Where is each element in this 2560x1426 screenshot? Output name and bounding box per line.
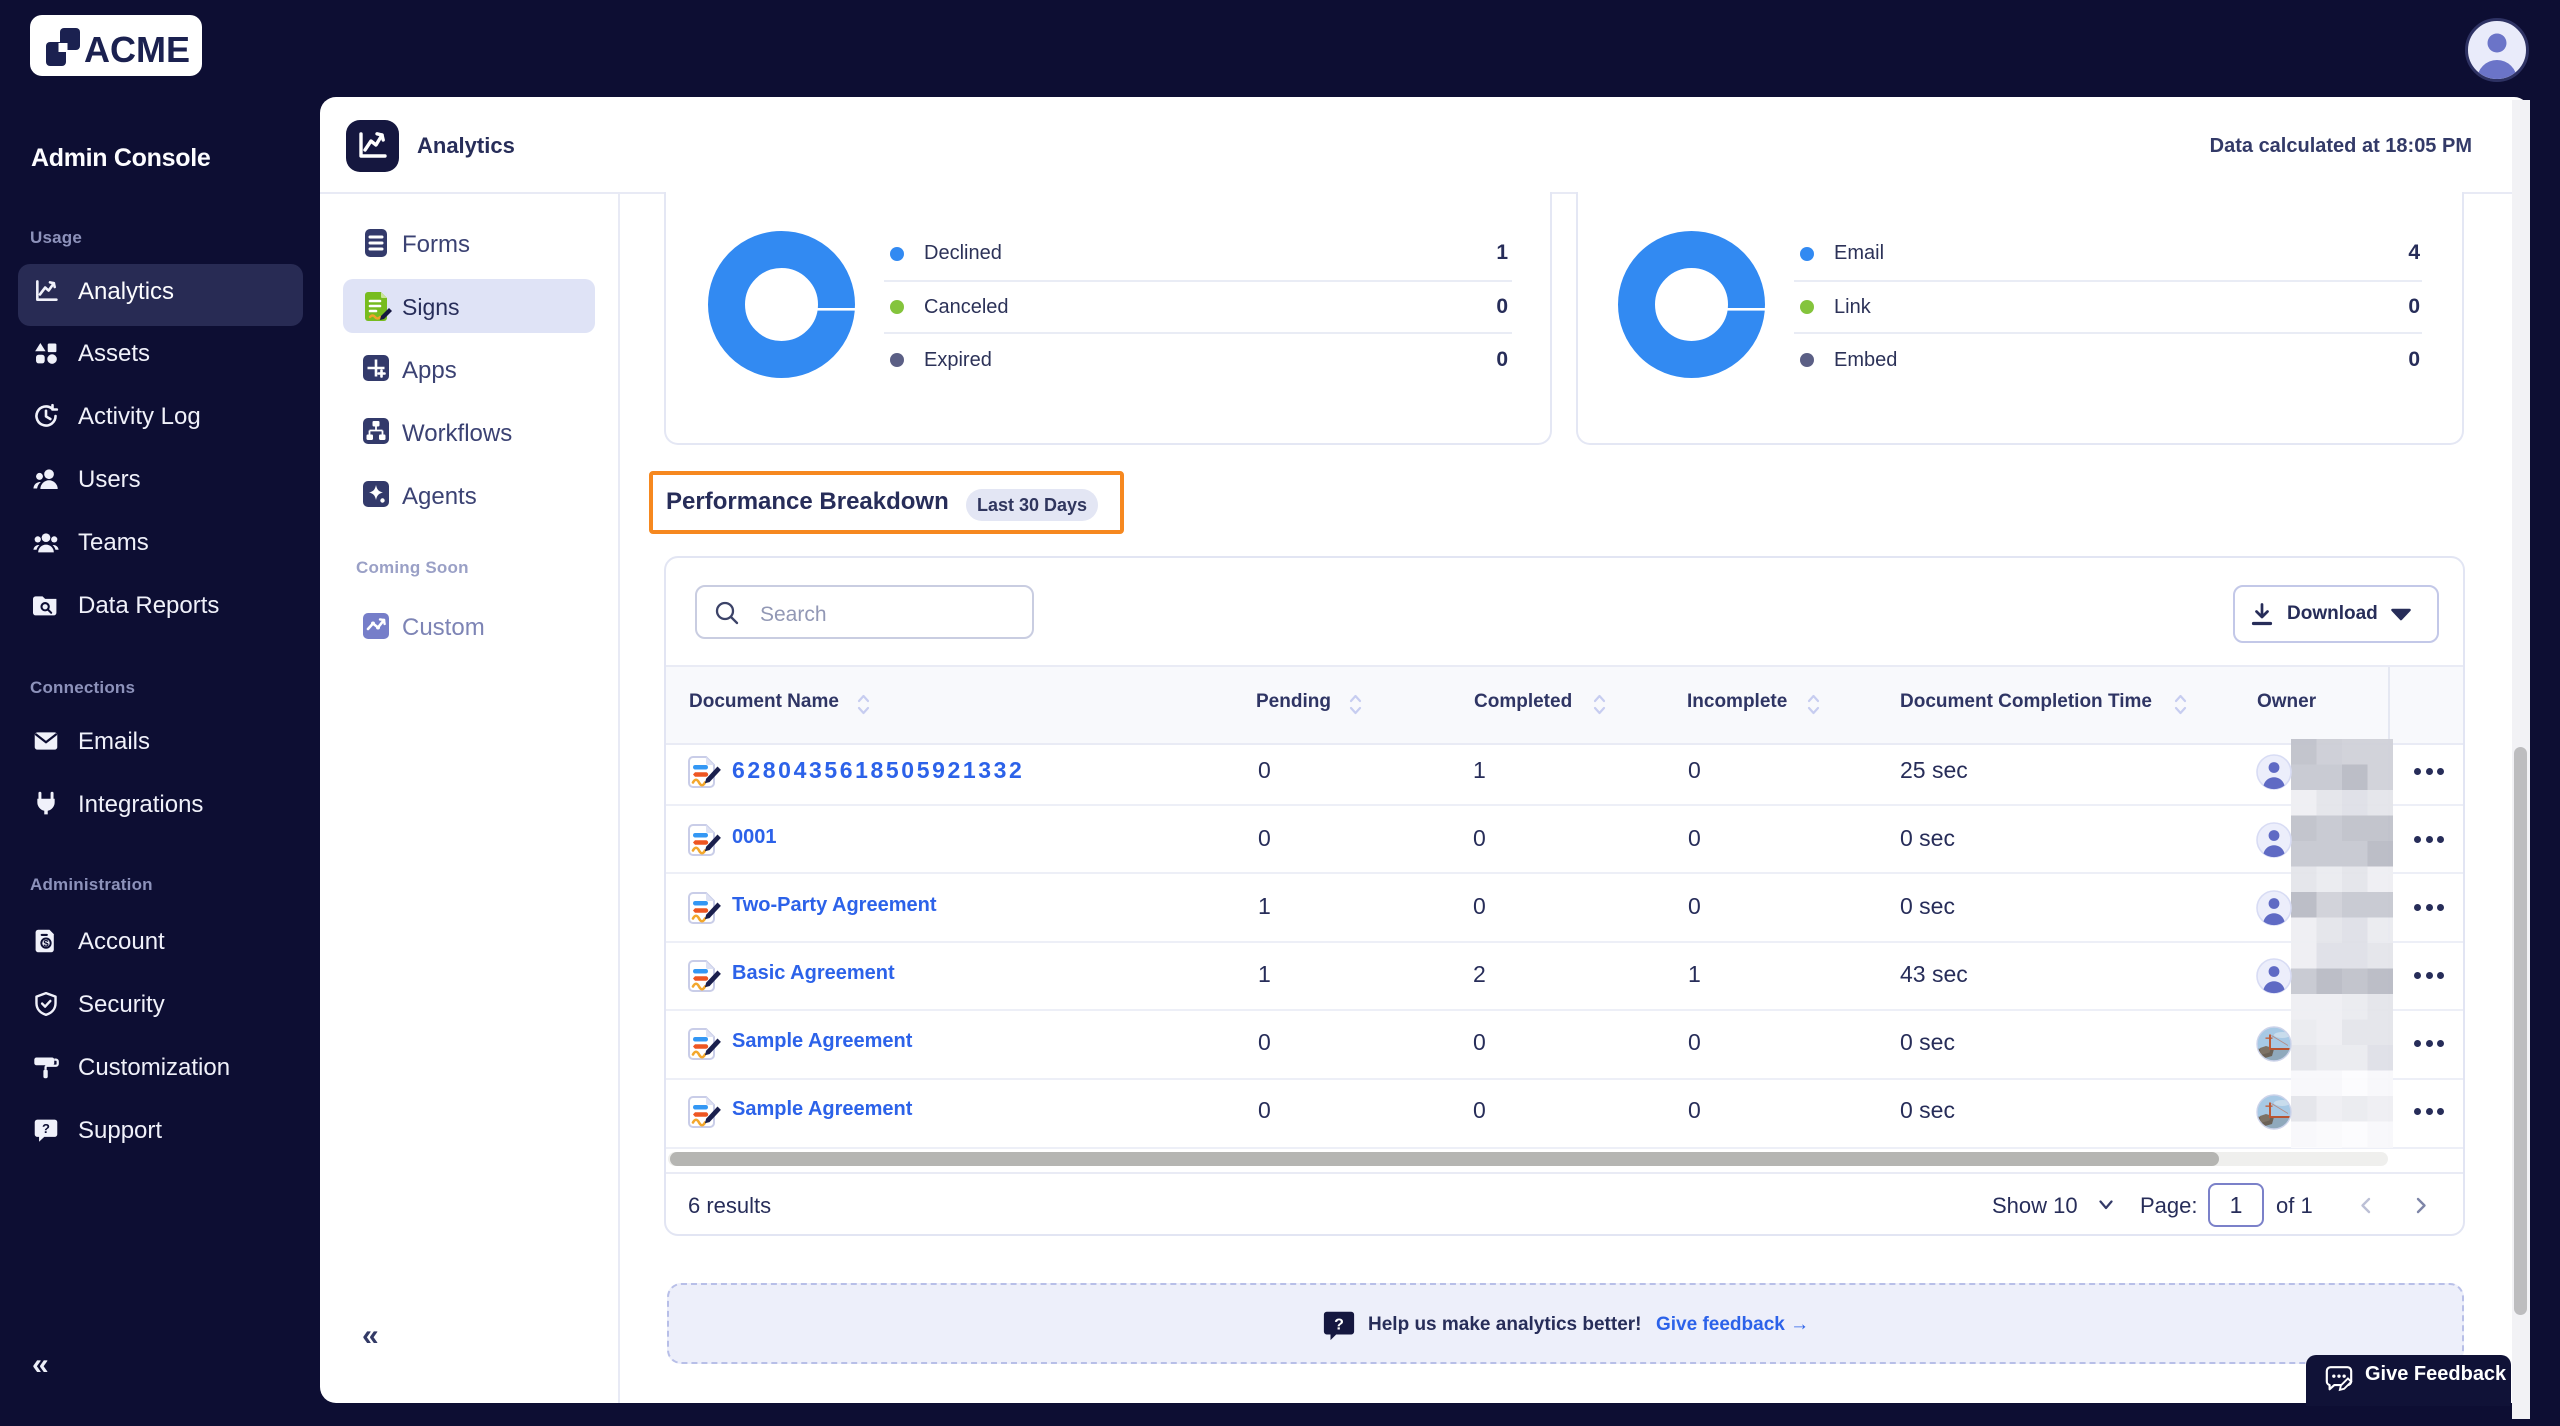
- svg-text:?: ?: [42, 1121, 50, 1136]
- svg-text:$: $: [43, 939, 49, 950]
- svg-text:?: ?: [1334, 1316, 1344, 1334]
